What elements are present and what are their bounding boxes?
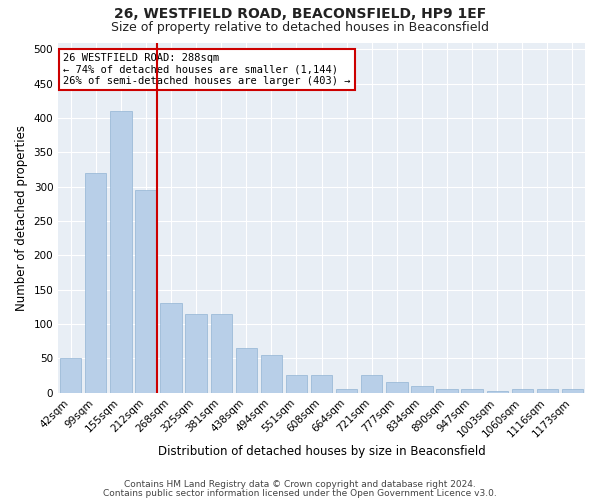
Bar	[487, 391, 508, 392]
Y-axis label: Number of detached properties: Number of detached properties	[15, 124, 28, 310]
Bar	[436, 389, 458, 392]
Bar	[236, 348, 257, 393]
Bar	[286, 376, 307, 392]
Bar	[336, 389, 358, 392]
Bar	[211, 314, 232, 392]
Bar	[311, 376, 332, 392]
Bar	[60, 358, 82, 392]
Text: Contains public sector information licensed under the Open Government Licence v3: Contains public sector information licen…	[103, 488, 497, 498]
Bar	[512, 389, 533, 392]
Bar	[537, 389, 558, 392]
Bar	[136, 190, 157, 392]
Bar	[110, 111, 131, 392]
Bar	[562, 389, 583, 392]
Text: 26, WESTFIELD ROAD, BEACONSFIELD, HP9 1EF: 26, WESTFIELD ROAD, BEACONSFIELD, HP9 1E…	[114, 8, 486, 22]
Bar	[185, 314, 207, 392]
Bar	[411, 386, 433, 392]
Text: Contains HM Land Registry data © Crown copyright and database right 2024.: Contains HM Land Registry data © Crown c…	[124, 480, 476, 489]
Text: Size of property relative to detached houses in Beaconsfield: Size of property relative to detached ho…	[111, 21, 489, 34]
X-axis label: Distribution of detached houses by size in Beaconsfield: Distribution of detached houses by size …	[158, 444, 485, 458]
Text: 26 WESTFIELD ROAD: 288sqm
← 74% of detached houses are smaller (1,144)
26% of se: 26 WESTFIELD ROAD: 288sqm ← 74% of detac…	[64, 53, 351, 86]
Bar	[85, 173, 106, 392]
Bar	[461, 389, 483, 392]
Bar	[160, 304, 182, 392]
Bar	[386, 382, 407, 392]
Bar	[261, 355, 282, 393]
Bar	[361, 376, 382, 392]
